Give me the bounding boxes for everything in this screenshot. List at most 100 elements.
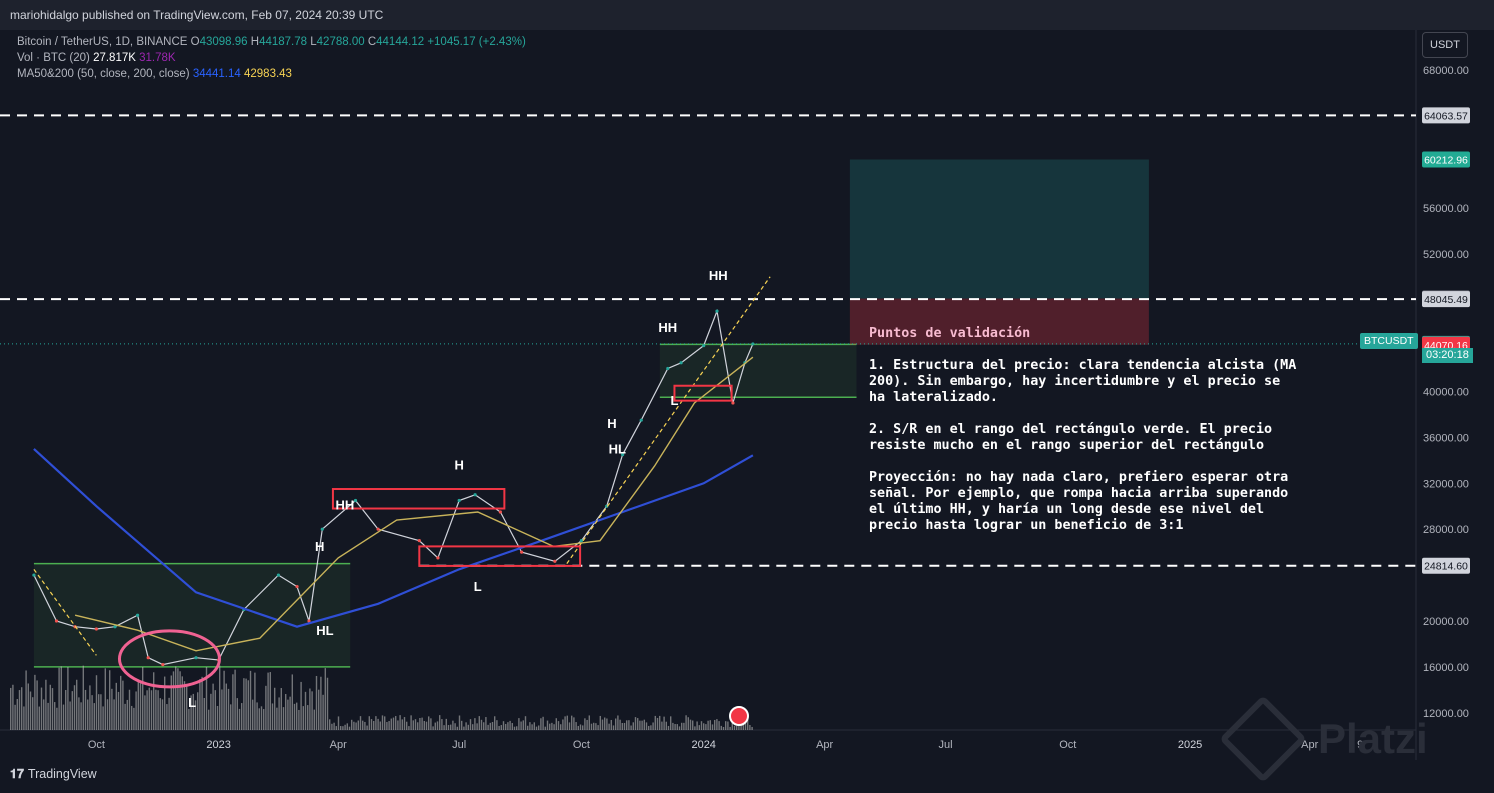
volume-bar bbox=[329, 719, 331, 730]
data-point bbox=[621, 452, 625, 457]
volume-bar bbox=[326, 677, 329, 730]
volume-bar bbox=[634, 717, 637, 730]
volume-bar bbox=[586, 719, 588, 730]
volume-bar bbox=[740, 721, 742, 730]
time-tick-label: Jul bbox=[452, 739, 466, 751]
volume-bar bbox=[667, 725, 670, 730]
volume-bar bbox=[263, 709, 265, 730]
volume-bar bbox=[67, 666, 69, 730]
volume-bar bbox=[245, 678, 247, 730]
price-tag bbox=[1422, 151, 1470, 168]
price-tick-label: 32000.00 bbox=[1423, 478, 1469, 490]
volume-bar bbox=[366, 725, 368, 730]
accumulation-ellipse bbox=[117, 629, 221, 689]
volume-bar bbox=[45, 679, 47, 730]
currency-button[interactable]: USDT bbox=[1422, 32, 1468, 58]
volume-bar bbox=[639, 720, 641, 730]
volume-value: 27.817K bbox=[93, 52, 136, 64]
volume-bar bbox=[582, 725, 584, 730]
volume-bar bbox=[507, 722, 509, 730]
us-flag-icon[interactable] bbox=[729, 706, 749, 726]
legend-ma[interactable]: MA50&200 (50, close, 200, close) 34441.1… bbox=[17, 68, 292, 80]
volume-bar bbox=[307, 705, 309, 730]
legend-change: +1045.17 (+2.43%) bbox=[427, 36, 526, 48]
volume-bar bbox=[146, 690, 148, 730]
data-point bbox=[376, 527, 380, 531]
volume-bar bbox=[353, 721, 355, 730]
volume-bar bbox=[115, 682, 117, 730]
volume-bar bbox=[403, 717, 406, 730]
volume-bar bbox=[472, 724, 474, 730]
price-tick-label: 16000.00 bbox=[1423, 662, 1469, 674]
volume-bar bbox=[84, 689, 87, 730]
time-tick-label: Apr bbox=[1301, 739, 1318, 751]
volume-bar bbox=[555, 718, 557, 730]
volume-bar bbox=[223, 670, 225, 730]
volume-bar bbox=[161, 699, 164, 730]
data-point bbox=[666, 366, 670, 371]
tradingview-brand[interactable]: 𝟏𝟕 TradingView bbox=[10, 767, 97, 781]
legend-volume[interactable]: Vol · BTC (20) 27.817K 31.78K bbox=[17, 52, 176, 64]
volume-bar bbox=[531, 724, 533, 730]
volume-bar bbox=[720, 725, 722, 730]
volume-bar bbox=[593, 722, 595, 730]
volume-bar bbox=[659, 715, 661, 730]
price-tick-label: 68000.00 bbox=[1423, 65, 1469, 77]
volume-bar bbox=[370, 719, 373, 730]
volume-bar bbox=[665, 721, 667, 730]
time-tick-label: 9 bbox=[1357, 739, 1363, 751]
symbol-tag: BTCUSDT bbox=[1360, 333, 1418, 349]
volume-bar bbox=[23, 706, 25, 730]
volume-bar bbox=[148, 687, 150, 730]
analysis-note: Puntos de validación 1. Estructura del p… bbox=[869, 326, 1299, 550]
volume-bar bbox=[595, 723, 597, 730]
data-point bbox=[436, 556, 440, 560]
structure-label: H bbox=[607, 416, 616, 431]
structure-label: HH bbox=[709, 268, 728, 283]
volume-bar bbox=[623, 722, 626, 730]
volume-bar bbox=[109, 670, 111, 730]
volume-bar bbox=[694, 726, 696, 730]
volume-bar bbox=[274, 687, 276, 730]
volume-bar bbox=[313, 709, 315, 730]
data-point bbox=[457, 498, 461, 503]
data-point bbox=[135, 613, 140, 617]
volume-bar bbox=[271, 703, 274, 730]
price-tag-label: 48045.49 bbox=[1424, 294, 1468, 306]
volume-bar bbox=[181, 676, 183, 730]
volume-bar bbox=[10, 687, 12, 730]
price-tick-label: 20000.00 bbox=[1423, 616, 1469, 628]
volume-bar bbox=[434, 722, 436, 730]
volume-bar bbox=[364, 721, 366, 730]
volume-bar bbox=[443, 725, 445, 730]
volume-bar bbox=[379, 721, 381, 730]
volume-bar bbox=[29, 691, 32, 730]
volume-bar bbox=[436, 721, 439, 730]
volume-bar bbox=[227, 688, 230, 730]
note-title: Puntos de validación bbox=[869, 326, 1031, 341]
volume-bar bbox=[359, 716, 362, 730]
volume-bar bbox=[597, 725, 599, 730]
volume-bar bbox=[276, 707, 278, 730]
price-tag-label: 60212.96 bbox=[1424, 155, 1468, 167]
data-point bbox=[679, 361, 683, 365]
legend-ohlc[interactable]: Bitcoin / TetherUS, 1D, BINANCE O43098.9… bbox=[17, 34, 526, 50]
volume-bar bbox=[538, 725, 540, 730]
volume-ma-value: 31.78K bbox=[139, 52, 176, 64]
data-point bbox=[520, 550, 524, 554]
legend-symbol: Bitcoin / TetherUS, 1D, BINANCE bbox=[17, 36, 188, 48]
volume-bar bbox=[513, 726, 516, 730]
volume-bar bbox=[648, 725, 650, 730]
volume-bar bbox=[524, 716, 527, 730]
volume-bar bbox=[122, 680, 124, 730]
volume-bar bbox=[500, 725, 502, 730]
time-tick-label: Oct bbox=[573, 739, 590, 751]
long-risk-zone bbox=[849, 298, 1149, 345]
volume-bar bbox=[511, 723, 513, 730]
volume-bar bbox=[401, 719, 403, 730]
volume-bar bbox=[599, 715, 601, 730]
volume-bar bbox=[674, 724, 676, 730]
data-point bbox=[32, 573, 36, 577]
volume-bar bbox=[340, 726, 342, 730]
